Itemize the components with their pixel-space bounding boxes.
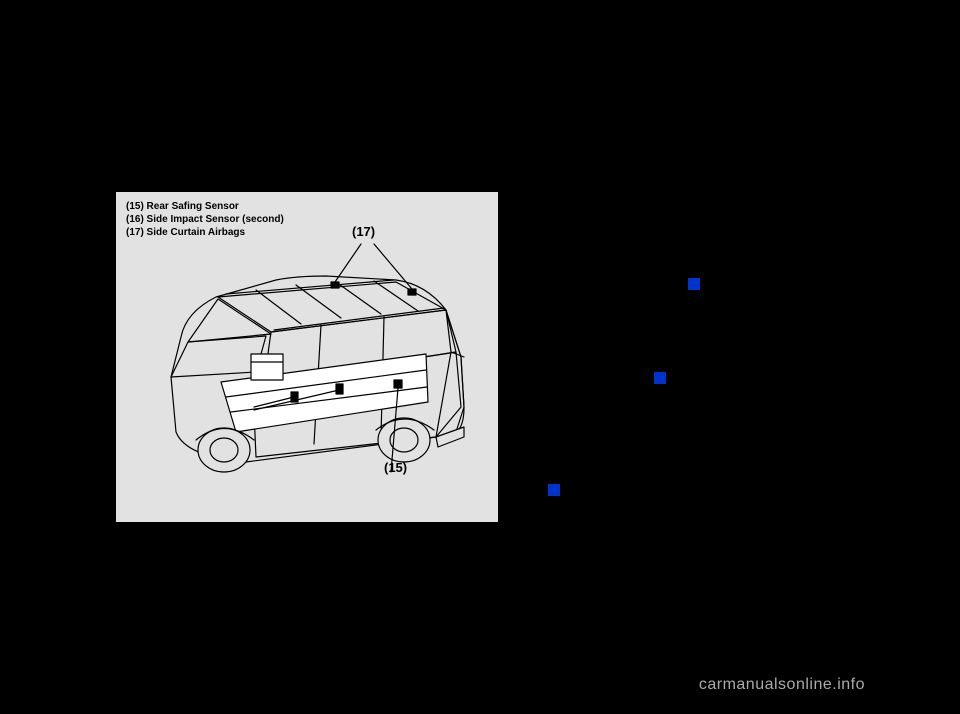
watermark-text: carmanualsonline.info (699, 676, 865, 694)
page-reference-icon (654, 372, 666, 384)
legend-line: (16) Side Impact Sensor (second) (126, 213, 284, 226)
page-reference-icon (548, 484, 560, 496)
manual-page: (15) Rear Safing Sensor (16) Side Impact… (0, 0, 960, 714)
page-reference-icon (688, 278, 700, 290)
legend-line: (15) Rear Safing Sensor (126, 200, 284, 213)
vehicle-diagram-box: (15) Rear Safing Sensor (16) Side Impact… (116, 192, 498, 522)
vehicle-cutaway-svg (126, 232, 486, 512)
